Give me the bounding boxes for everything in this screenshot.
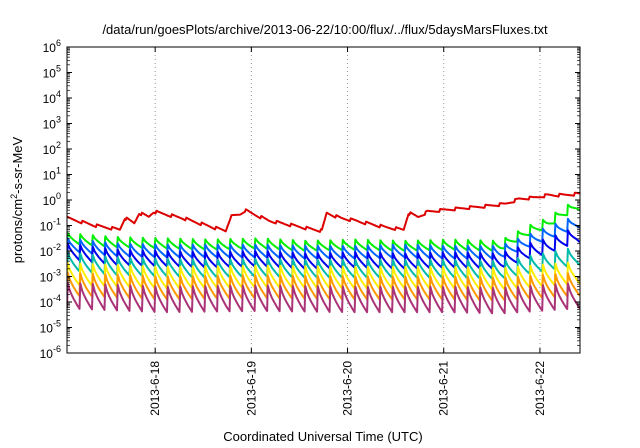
series-group [67, 191, 580, 315]
y-tick-exp: -6 [53, 344, 61, 354]
series-line-3 [67, 217, 580, 260]
y-tick-base: 10 [43, 169, 57, 183]
y-tick-base: 10 [43, 92, 57, 106]
y-tick-base: 10 [40, 245, 54, 259]
y-tick-exp: -1 [53, 217, 61, 227]
x-tick-label: 2013-6-22 [533, 361, 547, 416]
y-tick-label: 103 [43, 115, 61, 132]
y-tick-exp: 3 [56, 115, 61, 125]
y-tick-label: 105 [43, 64, 61, 81]
plot-frame [66, 46, 581, 354]
y-tick-label: 10-6 [40, 344, 61, 361]
x-grid [154, 47, 541, 353]
y-tick-label: 10-5 [40, 319, 61, 336]
y-axis-label: protons/cm2-s-sr-MeV [9, 136, 25, 263]
y-tick-label: 106 [43, 38, 61, 55]
y-tick-label: 101 [43, 166, 61, 183]
y-tick-base: 10 [43, 41, 57, 55]
y-tick-exp: -5 [53, 319, 61, 329]
y-axis: 10610510410310210110010-110-210-310-410-… [40, 38, 580, 361]
x-tick-label: 2013-6-19 [244, 361, 258, 416]
y-tick-base: 10 [43, 67, 57, 81]
y-tick-label: 10-3 [40, 268, 61, 285]
y-tick-base: 10 [40, 347, 54, 361]
y-tick-label: 10-2 [40, 242, 61, 259]
y-tick-base: 10 [40, 220, 54, 234]
y-tick-label: 100 [43, 191, 61, 208]
y-tick-label: 10-1 [40, 217, 61, 234]
y-tick-label: 104 [43, 89, 61, 106]
y-tick-base: 10 [40, 271, 54, 285]
x-axis: 2013-6-18 2013-6-19 2013-6-20 2013-6-21 2013… [148, 47, 547, 416]
series-line-2 [67, 203, 580, 252]
y-tick-exp: 6 [56, 38, 61, 48]
series-line-5 [67, 247, 580, 280]
y-tick-exp: -4 [53, 293, 61, 303]
y-tick-exp: -2 [53, 242, 61, 252]
y-tick-label: 102 [43, 140, 61, 157]
series-line-8 [67, 281, 580, 315]
x-axis-label: Coordinated Universal Time (UTC) [223, 429, 422, 444]
y-tick-base: 10 [40, 322, 54, 336]
y-tick-base: 10 [43, 143, 57, 157]
y-tick-base: 10 [40, 296, 54, 310]
x-tick-label: 2013-6-21 [437, 361, 451, 416]
y-tick-exp: 4 [56, 89, 61, 99]
y-tick-base: 10 [43, 194, 57, 208]
x-tick-label: 2013-6-18 [148, 361, 162, 416]
chart-title: /data/run/goesPlots/archive/2013-06-22/1… [102, 22, 548, 37]
y-tick-label: 10-4 [40, 293, 61, 310]
y-axis-label-suffix: -s-sr-MeV [10, 136, 25, 193]
x-tick-label: 2013-6-20 [341, 361, 355, 416]
y-tick-exp: 0 [56, 191, 61, 201]
y-tick-exp: 1 [56, 166, 61, 176]
series-line-4 [67, 229, 580, 270]
y-tick-exp: 2 [56, 140, 61, 150]
y-axis-label-exp: 2 [9, 194, 19, 199]
series-line-7 [67, 271, 580, 302]
y-tick-exp: 5 [56, 64, 61, 74]
y-tick-base: 10 [43, 118, 57, 132]
series-line-6 [67, 261, 580, 291]
y-tick-exp: -3 [53, 268, 61, 278]
series-line-1 [67, 191, 580, 233]
y-axis-label-prefix: protons/cm [10, 199, 25, 263]
